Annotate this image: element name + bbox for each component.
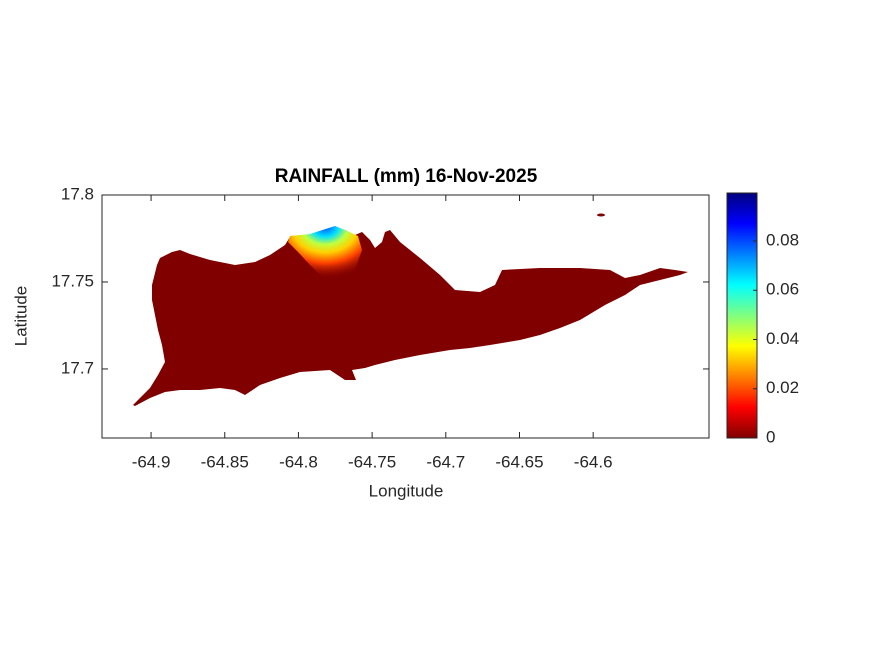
island-rainfall xyxy=(133,228,688,406)
y-tick-label: 17.7 xyxy=(61,358,94,377)
x-tick-label: -64.8 xyxy=(279,452,318,471)
islet xyxy=(597,213,605,217)
colorbar xyxy=(726,192,758,439)
colorbar-tick-label: 0.04 xyxy=(766,329,799,348)
colorbar-tick-label: 0.08 xyxy=(766,230,799,249)
colorbar-tick-label: 0.02 xyxy=(766,378,799,397)
colorbar-tick-label: 0.06 xyxy=(766,280,799,299)
x-tick-label: -64.6 xyxy=(574,452,613,471)
rainfall-hotspot xyxy=(288,226,362,285)
colorbar-tick-label: 0 xyxy=(766,427,775,446)
x-tick-label: -64.75 xyxy=(348,452,396,471)
y-tick-label: 17.75 xyxy=(51,271,94,290)
x-tick-label: -64.85 xyxy=(201,452,249,471)
chart-title: RAINFALL (mm) 16-Nov-2025 xyxy=(275,166,538,187)
x-tick-label: -64.9 xyxy=(132,452,171,471)
x-tick-label: -64.65 xyxy=(495,452,543,471)
y-tick-label: 17.8 xyxy=(61,184,94,203)
x-axis-label: Longitude xyxy=(369,481,444,500)
x-tick-label: -64.7 xyxy=(426,452,465,471)
y-axis-label: Latitude xyxy=(11,286,30,347)
